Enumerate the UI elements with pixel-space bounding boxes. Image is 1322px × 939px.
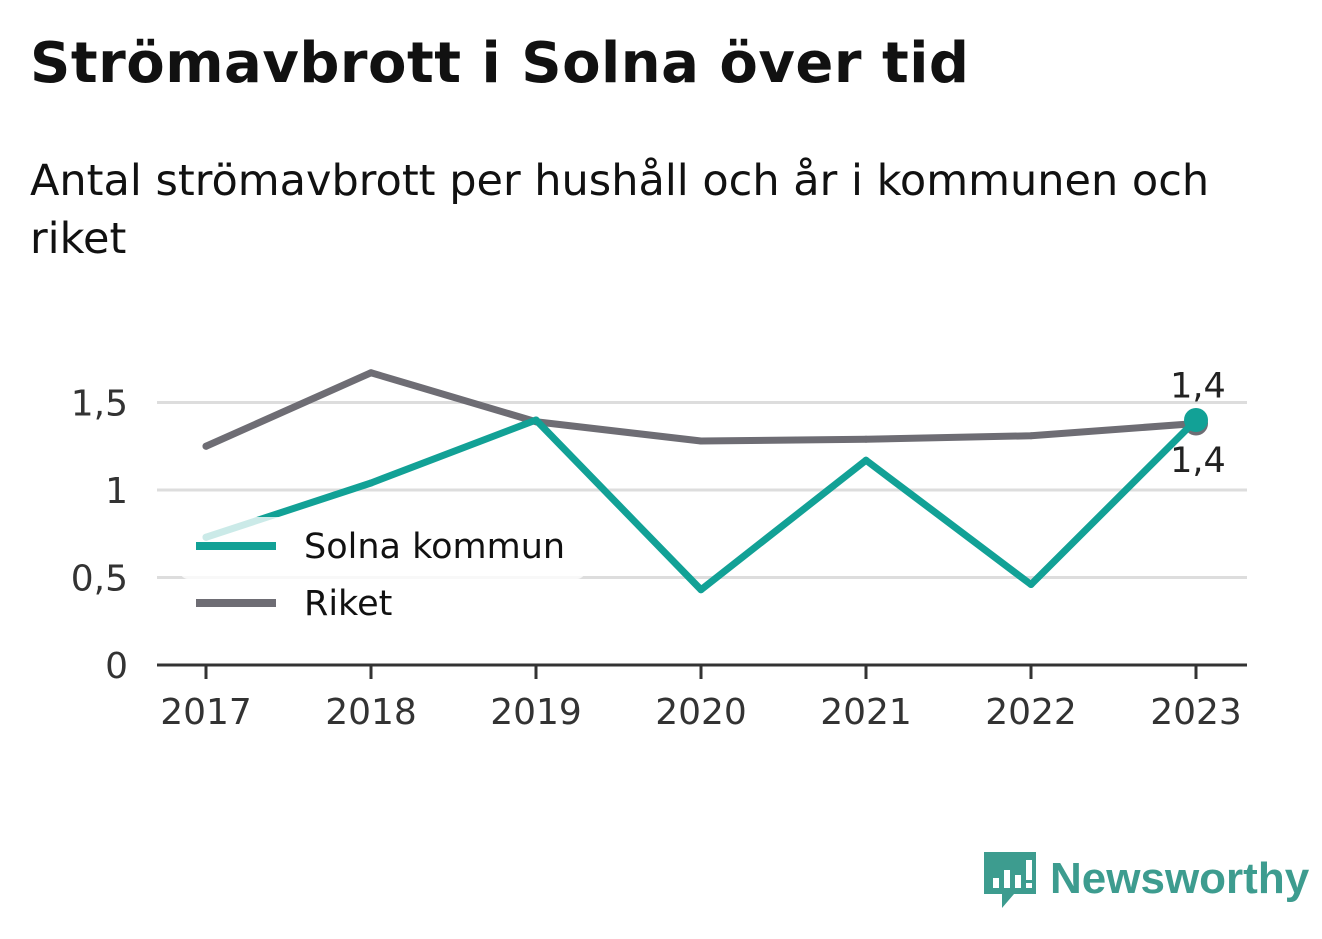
x-tick-label: 2023 xyxy=(1150,692,1242,733)
data-point xyxy=(532,416,540,424)
x-tick-label: 2017 xyxy=(160,692,252,733)
series-lines xyxy=(202,369,1208,594)
x-tick-label: 2018 xyxy=(325,692,417,733)
x-tick-label: 2019 xyxy=(490,692,582,733)
y-tick-label: 0,5 xyxy=(71,559,128,600)
x-tick-label: 2020 xyxy=(655,692,747,733)
end-label-riket: 1,4 xyxy=(1170,367,1226,407)
legend-label: Riket xyxy=(304,584,392,624)
data-point xyxy=(1027,432,1035,440)
x-axis: 2017 2018 2019 2020 2021 2022 2023 xyxy=(157,663,1247,733)
data-point xyxy=(862,435,870,443)
chart-title: Strömavbrott i Solna över tid xyxy=(30,31,970,96)
data-point xyxy=(367,369,375,377)
brand-name: Newsworthy xyxy=(1050,854,1310,903)
y-tick-label: 0 xyxy=(105,646,128,687)
end-labels: 1,4 1,4 xyxy=(1170,367,1226,482)
data-point xyxy=(697,437,705,445)
chart-subtitle: Antal strömavbrott per hushåll och år i … xyxy=(30,156,1210,264)
newsworthy-brand: Newsworthy xyxy=(980,848,1309,910)
y-tick-label: 1,5 xyxy=(71,384,128,425)
x-tick-label: 2021 xyxy=(820,692,912,733)
newsworthy-logo-icon xyxy=(984,852,1036,908)
data-point xyxy=(1184,408,1208,432)
y-axis-ticks: 0 0,5 1 1,5 xyxy=(71,384,128,688)
data-point xyxy=(862,456,870,464)
data-point xyxy=(1027,581,1035,588)
end-label-solna: 1,4 xyxy=(1170,441,1226,481)
legend: Solna kommun Riket xyxy=(180,517,585,624)
legend-label: Solna kommun xyxy=(304,527,565,567)
y-tick-label: 1 xyxy=(105,471,128,512)
x-tick-label: 2022 xyxy=(985,692,1077,733)
data-point xyxy=(202,442,210,450)
legend-background xyxy=(180,517,585,579)
data-point xyxy=(697,586,705,594)
line-chart: 0 0,5 1 1,5 2017 2018 2019 2020 2021 2022 2023 So… xyxy=(71,367,1247,733)
series-line-riket xyxy=(202,369,1200,450)
data-point xyxy=(367,479,375,487)
